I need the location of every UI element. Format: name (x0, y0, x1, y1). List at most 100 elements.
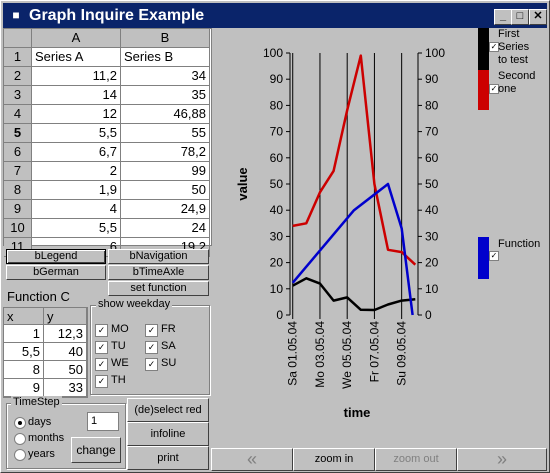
german-button[interactable]: bGerman (6, 265, 106, 280)
y-tick-label: 30 (270, 229, 284, 243)
grid-cell[interactable]: 24,9 (121, 200, 210, 219)
legend-checkbox[interactable]: ✓ (489, 42, 499, 52)
grid-cell[interactable]: 2 (32, 162, 121, 181)
radio-years-label: years (28, 448, 55, 460)
scroll-right-button[interactable]: » (457, 448, 547, 471)
function-cell[interactable]: 8 (4, 361, 44, 379)
grid-cell[interactable]: Series B (121, 48, 210, 67)
grid-cell[interactable]: 6,7 (32, 143, 121, 162)
infoline-button[interactable]: infoline (127, 422, 209, 446)
y-tick-label: 20 (270, 256, 284, 270)
row-header: 6 (4, 143, 32, 162)
series-line-2 (291, 182, 414, 316)
weekday-checkbox[interactable]: ✓ (145, 358, 158, 371)
maximize-button[interactable]: □ (511, 9, 529, 25)
row-header: 8 (4, 181, 32, 200)
weekday-checkbox[interactable]: ✓ (145, 324, 158, 337)
grid-cell[interactable]: 12 (32, 105, 121, 124)
radio-months-label: months (28, 432, 65, 444)
function-cell[interactable]: 40 (44, 343, 87, 361)
weekday-checkbox[interactable]: ✓ (145, 341, 158, 354)
legend-button[interactable]: bLegend (6, 249, 106, 264)
chart-canvas: 0 0 10 10 20 20 30 30 40 40 50 50 60 60 70 70 80 80 90 90 10… (235, 46, 445, 420)
minimize-button[interactable]: _ (494, 9, 512, 25)
weekday-checkbox[interactable]: ✓ (95, 358, 108, 371)
print-button[interactable]: print (127, 446, 209, 470)
y-tick-label: 50 (270, 177, 284, 191)
grid-cell[interactable]: 24 (121, 219, 210, 238)
grid-cell[interactable]: 5,5 (32, 219, 121, 238)
radio-months[interactable] (14, 433, 26, 445)
radio-days[interactable] (14, 417, 26, 429)
row-header: 3 (4, 86, 32, 105)
title-bar[interactable]: ■ Graph Inquire Example _ □ ✕ (3, 3, 547, 28)
y-tick-label: 0 (276, 308, 283, 322)
x-tick-label: Fr 07.05.04 (367, 321, 381, 383)
y-tick-label: 30 (425, 229, 439, 243)
function-title: Function C (7, 289, 70, 304)
navigation-button[interactable]: bNavigation (108, 249, 209, 264)
weekday-checkbox[interactable]: ✓ (95, 324, 108, 337)
grid-cell[interactable]: 50 (121, 181, 210, 200)
function-cell[interactable]: 1 (4, 325, 44, 343)
radio-years[interactable] (14, 449, 26, 461)
legend-label: First (498, 28, 520, 40)
zoom-in-button[interactable]: zoom in (293, 448, 375, 471)
y-tick-label: 10 (425, 282, 439, 296)
function-header-y: y (44, 308, 87, 325)
column-header-a[interactable]: A (32, 29, 121, 48)
weekday-group-title: show weekday (96, 298, 173, 310)
weekday-label: SA (161, 340, 176, 352)
close-button[interactable]: ✕ (529, 9, 547, 25)
y-tick-label: 80 (425, 98, 439, 112)
x-tick-label: Su 09.05.04 (395, 321, 409, 386)
y-tick-label: 60 (425, 151, 439, 165)
series-line-1 (292, 54, 417, 266)
weekday-label: FR (161, 323, 176, 335)
grid-cell[interactable]: 11,2 (32, 67, 121, 86)
grid-cell[interactable]: Series A (32, 48, 121, 67)
timeaxle-button[interactable]: bTimeAxle (108, 265, 209, 280)
y-tick-label: 60 (270, 151, 284, 165)
function-cell[interactable]: 5,5 (4, 343, 44, 361)
x-tick-label: Mo 03.05.04 (313, 321, 327, 388)
column-header-b[interactable]: B (121, 29, 210, 48)
weekday-checkbox[interactable]: ✓ (95, 375, 108, 388)
function-cell[interactable]: 9 (4, 379, 44, 397)
zoom-out-button[interactable]: zoom out (375, 448, 457, 471)
grid-cell[interactable]: 35 (121, 86, 210, 105)
change-button[interactable]: change (71, 437, 121, 463)
y-axis-title: value (235, 167, 250, 200)
grid-cell[interactable]: 55 (121, 124, 210, 143)
legend-label: one (498, 83, 517, 95)
function-grid[interactable]: x y 1 12,3 5,5 40 8 50 9 33 (3, 307, 88, 398)
grid-cell[interactable]: 99 (121, 162, 210, 181)
function-cell[interactable]: 12,3 (44, 325, 87, 343)
y-tick-label: 90 (425, 72, 439, 86)
grid-cell[interactable]: 5,5 (32, 124, 121, 143)
series-line-0 (292, 277, 416, 312)
weekday-checkbox[interactable]: ✓ (95, 341, 108, 354)
grid-cell[interactable]: 4 (32, 200, 121, 219)
function-cell[interactable]: 33 (44, 379, 87, 397)
legend-label: Series (498, 41, 530, 53)
grid-corner (4, 29, 32, 48)
grid-cell[interactable]: 1,9 (32, 181, 121, 200)
legend-checkbox[interactable]: ✓ (489, 84, 499, 94)
grid-cell[interactable]: 78,2 (121, 143, 210, 162)
function-cell[interactable]: 50 (44, 361, 87, 379)
deselect-red-button[interactable]: (de)select red (127, 398, 209, 422)
weekday-label: SU (161, 357, 177, 369)
legend-checkbox[interactable]: ✓ (489, 251, 499, 261)
row-header: 5 (4, 124, 32, 143)
y-tick-label: 0 (425, 308, 432, 322)
legend-swatch (478, 28, 489, 70)
set-function-button[interactable]: set function (108, 281, 209, 296)
scroll-left-button[interactable]: « (211, 448, 293, 471)
timestep-input[interactable]: 1 (87, 412, 119, 431)
grid-cell[interactable]: 46,88 (121, 105, 210, 124)
grid-cell[interactable]: 14 (32, 86, 121, 105)
grid-cell[interactable]: 34 (121, 67, 210, 86)
data-grid[interactable]: A B 1 Series A Series B 2 11,2 34 3 14 35 4 12 46,8… (3, 28, 212, 257)
